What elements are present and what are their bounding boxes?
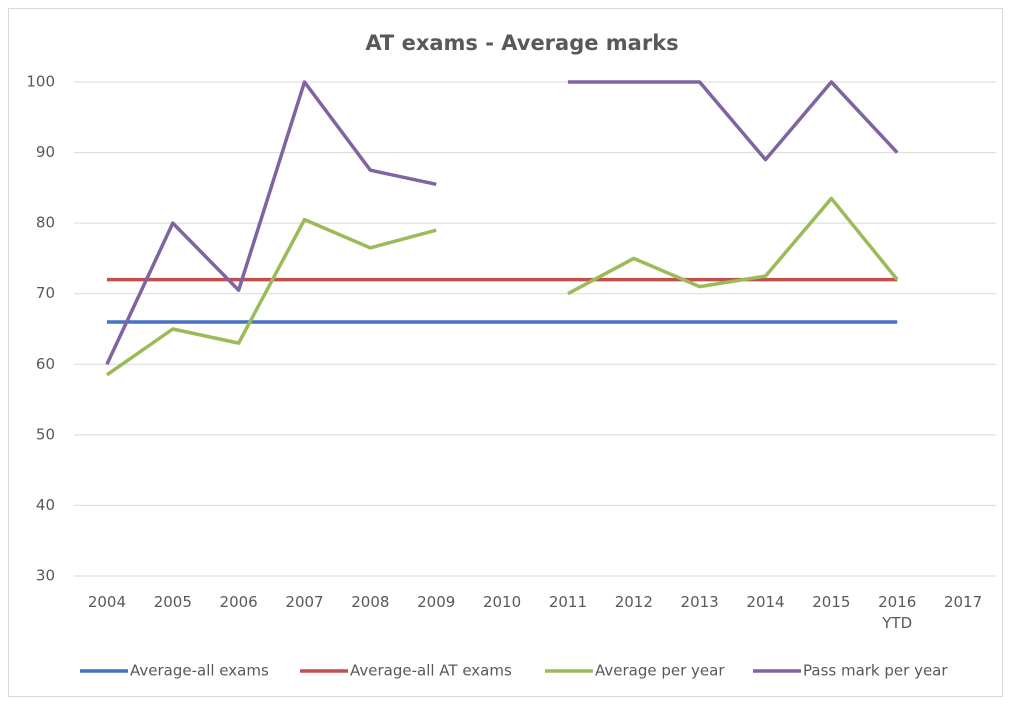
series-line <box>105 80 899 366</box>
y-tick-label: 40 <box>36 496 55 514</box>
x-tick-label: 2015 <box>812 593 851 611</box>
x-tick-label: 2009 <box>417 593 456 611</box>
y-tick-label: 70 <box>36 284 55 302</box>
x-tick-label: 2011 <box>548 593 588 611</box>
y-tick-label: 50 <box>36 425 55 443</box>
legend-label: Pass mark per year <box>803 662 948 680</box>
x-tick-label: 2017 <box>943 593 983 611</box>
y-tick-label: 80 <box>36 214 55 232</box>
x-tick-label: 2012 <box>614 593 653 611</box>
chart-title: AT exams - Average marks <box>365 31 678 55</box>
y-tick-label: 90 <box>36 143 55 161</box>
x-tick-label: 2014 <box>746 593 785 611</box>
chart-frame <box>8 8 1003 697</box>
x-tick-label: 2005 <box>153 593 192 611</box>
legend-label: Average per year <box>595 662 725 680</box>
x-tick-label: 2010 <box>482 593 522 611</box>
x-tick-label: 2004 <box>87 593 127 611</box>
y-tick-label: 60 <box>36 355 55 373</box>
x-tick-label: 2016 YTD <box>878 593 917 632</box>
x-tick-label: 2006 <box>219 593 258 611</box>
legend-label: Average-all exams <box>130 662 269 680</box>
legend-label: Average-all AT exams <box>350 662 512 680</box>
series-line <box>105 196 899 377</box>
x-tick-label: 2013 <box>680 593 719 611</box>
x-tick-label: 2008 <box>351 593 390 611</box>
y-tick-label: 100 <box>26 73 55 91</box>
y-tick-label: 30 <box>36 567 55 585</box>
x-tick-label: 2007 <box>285 593 324 611</box>
